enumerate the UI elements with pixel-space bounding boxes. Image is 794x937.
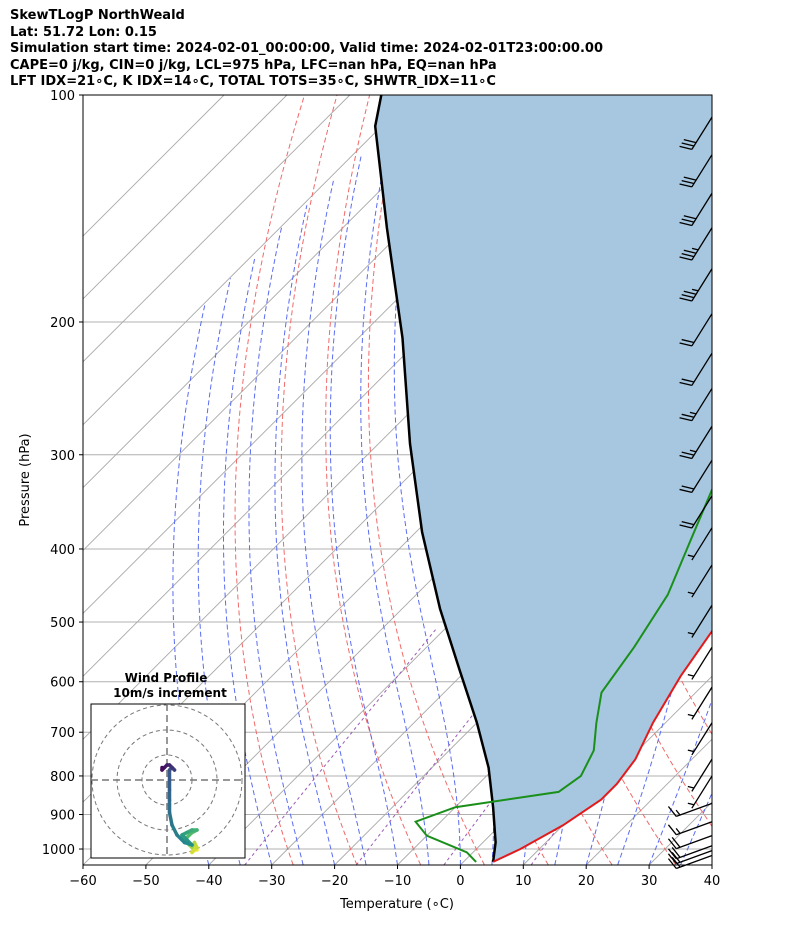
moist-adiabat	[248, 227, 304, 865]
wind-barb	[679, 459, 713, 494]
hodograph: Wind Profile 10m/s increment	[90, 671, 246, 859]
wind-barb	[679, 154, 713, 188]
dry-adiabat	[234, 95, 305, 865]
moist-adiabat	[301, 180, 367, 865]
wind-barb	[667, 802, 713, 818]
wind-barb	[687, 604, 713, 638]
y-tick-label: 900	[50, 809, 75, 824]
moist-adiabat	[329, 154, 398, 865]
mixing-ratio-line	[355, 628, 541, 865]
chart-header: SkewTLogP NorthWeald Lat: 51.72 Lon: 0.1…	[10, 8, 603, 91]
x-tick-label: −50	[132, 874, 159, 889]
wind-barb	[667, 850, 713, 865]
y-tick-label: 500	[50, 616, 75, 631]
isotherm-line	[83, 95, 476, 489]
mixing-ratio-line	[530, 628, 703, 865]
indices-line-2: LFT IDX=21∘C, K IDX=14∘C, TOTAL TOTS=35∘…	[10, 74, 496, 89]
moist-adiabat	[274, 205, 336, 865]
wind-barb	[679, 495, 713, 529]
wind-barb	[679, 352, 713, 387]
dewpoint-line	[413, 487, 712, 863]
cape-area	[375, 95, 712, 862]
time-line: Simulation start time: 2024-02-01_00:00:…	[10, 41, 603, 56]
y-tick-label: 300	[50, 449, 75, 464]
wind-barb	[687, 646, 713, 680]
x-tick-label: −40	[195, 874, 222, 889]
wind-barb	[687, 686, 713, 720]
moist-adiabat	[223, 258, 273, 865]
wind-barb	[679, 227, 713, 261]
location-line: Lat: 51.72 Lon: 0.15	[10, 24, 157, 40]
hodograph-trace-segment	[170, 823, 179, 837]
wind-barb	[679, 116, 713, 151]
y-axis: 1000 900 800 700 600 500 400 300 200 100	[42, 89, 83, 858]
chart-title: SkewTLogP NorthWeald	[10, 8, 185, 23]
x-tick-label: 0	[456, 874, 464, 889]
isotherm-line	[334, 486, 712, 865]
temperature-line	[492, 629, 712, 863]
y-tick-label: 200	[50, 316, 75, 331]
x-tick-label: −60	[69, 874, 96, 889]
x-axis: −60 −50 −40 −30 −20 −10 0 10 20 30 40	[69, 865, 720, 889]
wind-barb	[687, 527, 713, 561]
indices-line-1: CAPE=0 j/kg, CIN=0 j/kg, LCL=975 hPa, LF…	[10, 57, 497, 73]
cape-shading	[375, 95, 712, 862]
isotherm-line	[83, 95, 288, 300]
x-tick-label: −30	[258, 874, 285, 889]
x-tick-label: 10	[515, 874, 532, 889]
hodograph-subtitle: 10m/s increment	[113, 686, 227, 700]
hodograph-trace-segment	[175, 833, 187, 845]
isotherm-line	[711, 864, 712, 865]
y-tick-label: 700	[50, 726, 75, 741]
x-tick-label: 20	[578, 874, 595, 889]
wind-barb	[679, 425, 713, 460]
parcel-path-line	[373, 95, 497, 863]
isotherm-line	[83, 95, 225, 237]
x-tick-label: 30	[641, 874, 658, 889]
isotherm-line	[83, 95, 414, 426]
wind-barb	[679, 313, 713, 347]
y-tick-label: 400	[50, 543, 75, 558]
wind-barbs	[667, 116, 713, 870]
y-tick-label: 100	[50, 89, 75, 104]
dry-adiabat	[728, 95, 794, 865]
y-tick-label: 600	[50, 676, 75, 691]
moist-adiabat	[680, 791, 712, 865]
x-tick-label: 40	[704, 874, 721, 889]
moist-adiabat	[648, 698, 712, 865]
x-tick-label: −20	[321, 874, 348, 889]
dry-adiabat	[761, 95, 794, 865]
dry-adiabat	[367, 95, 485, 865]
y-tick-label: 800	[50, 770, 75, 785]
mixing-ratio-line	[244, 628, 437, 865]
wind-barb	[679, 192, 713, 227]
x-axis-label: Temperature (∘C)	[339, 897, 454, 912]
hodograph-trace-segment	[167, 810, 174, 827]
wind-barb	[687, 564, 713, 598]
moist-adiabat	[617, 95, 699, 865]
profile-lines	[373, 95, 712, 863]
moist-adiabat	[393, 95, 461, 865]
wind-barb	[667, 835, 713, 850]
dry-adiabat	[280, 95, 358, 865]
wind-barb	[687, 722, 713, 756]
x-tick-label: −10	[384, 874, 411, 889]
wind-barb	[679, 388, 713, 422]
wind-barb	[667, 821, 713, 836]
y-axis-label: Pressure (hPa)	[18, 433, 33, 526]
moist-adiabat	[711, 863, 712, 865]
wind-barb	[679, 268, 713, 302]
hodograph-title: Wind Profile	[125, 671, 208, 685]
isotherm-line	[522, 675, 712, 865]
wind-barb	[667, 845, 713, 860]
y-tick-label: 1000	[42, 843, 75, 858]
wind-barb	[687, 775, 713, 809]
isotherm-line	[83, 95, 351, 363]
wind-barb	[687, 758, 713, 792]
